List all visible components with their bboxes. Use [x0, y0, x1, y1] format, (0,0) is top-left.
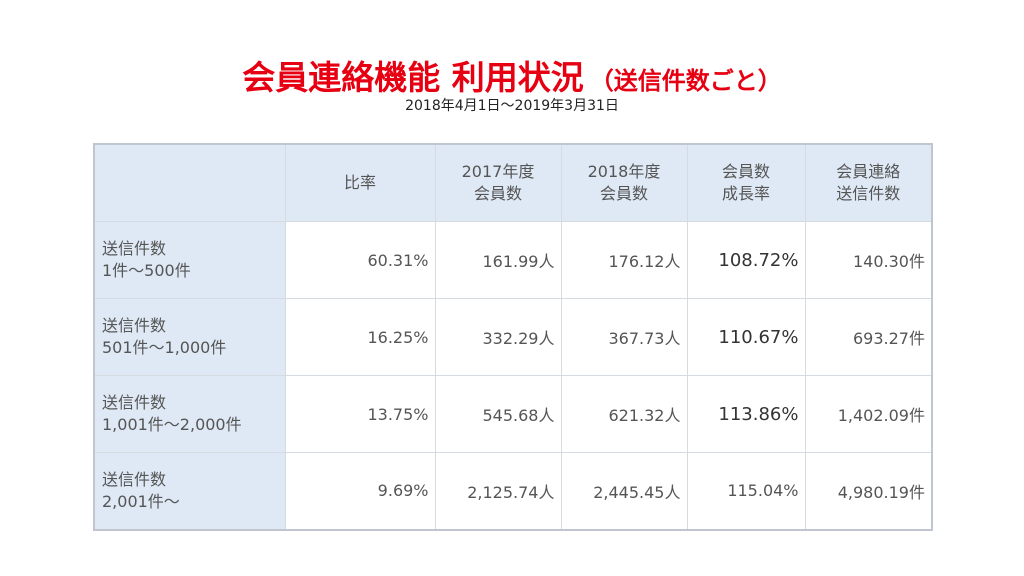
- cell-members-2018: 621.32人: [560, 375, 688, 453]
- cell-members-2017: 545.68人: [434, 375, 562, 453]
- cell-growth: 110.67%: [686, 298, 806, 376]
- cell-members-2017: 161.99人: [434, 221, 562, 299]
- cell-growth: 108.72%: [686, 221, 806, 299]
- title-main: 会員連絡機能 利用状況: [242, 58, 584, 97]
- usage-table: 比率 2017年度 会員数 2018年度 会員数 会員数 成長率 会員連絡 送信件数 送…: [93, 143, 933, 531]
- cell-members-2017: 332.29人: [434, 298, 562, 376]
- period-subtitle: 2018年4月1日〜2019年3月31日: [405, 98, 619, 114]
- table-row: 送信件数 2,001件〜 9.69% 2,125.74人 2,445.45人 11…: [93, 452, 933, 530]
- cell-sends: 140.30件: [804, 221, 933, 299]
- header-corner: [93, 143, 286, 222]
- cell-members-2018: 367.73人: [560, 298, 688, 376]
- row-label: 送信件数 501件〜1,000件: [93, 298, 286, 376]
- row-label: 送信件数 2,001件〜: [93, 452, 286, 530]
- cell-growth: 115.04%: [686, 452, 806, 530]
- cell-members-2018: 176.12人: [560, 221, 688, 299]
- table-row: 送信件数 1件〜500件 60.31% 161.99人 176.12人 108.7…: [93, 221, 933, 299]
- cell-ratio: 9.69%: [284, 452, 436, 530]
- cell-ratio: 13.75%: [284, 375, 436, 453]
- title-sub: （送信件数ごと）: [589, 67, 782, 95]
- cell-members-2018: 2,445.45人: [560, 452, 688, 530]
- cell-sends: 693.27件: [804, 298, 933, 376]
- cell-members-2017: 2,125.74人: [434, 452, 562, 530]
- row-label: 送信件数 1,001件〜2,000件: [93, 375, 286, 453]
- header-growth: 会員数 成長率: [686, 143, 806, 222]
- header-ratio: 比率: [284, 143, 436, 222]
- cell-growth: 113.86%: [686, 375, 806, 453]
- page-title: 会員連絡機能 利用状況 （送信件数ごと）: [0, 56, 1024, 103]
- table-header-row: 比率 2017年度 会員数 2018年度 会員数 会員数 成長率 会員連絡 送信件数: [93, 143, 933, 222]
- row-label: 送信件数 1件〜500件: [93, 221, 286, 299]
- cell-ratio: 60.31%: [284, 221, 436, 299]
- cell-sends: 4,980.19件: [804, 452, 933, 530]
- table-row: 送信件数 501件〜1,000件 16.25% 332.29人 367.73人 1…: [93, 298, 933, 376]
- header-members-2018: 2018年度 会員数: [560, 143, 688, 222]
- cell-ratio: 16.25%: [284, 298, 436, 376]
- cell-sends: 1,402.09件: [804, 375, 933, 453]
- header-sends: 会員連絡 送信件数: [804, 143, 933, 222]
- header-members-2017: 2017年度 会員数: [434, 143, 562, 222]
- table-row: 送信件数 1,001件〜2,000件 13.75% 545.68人 621.32人…: [93, 375, 933, 453]
